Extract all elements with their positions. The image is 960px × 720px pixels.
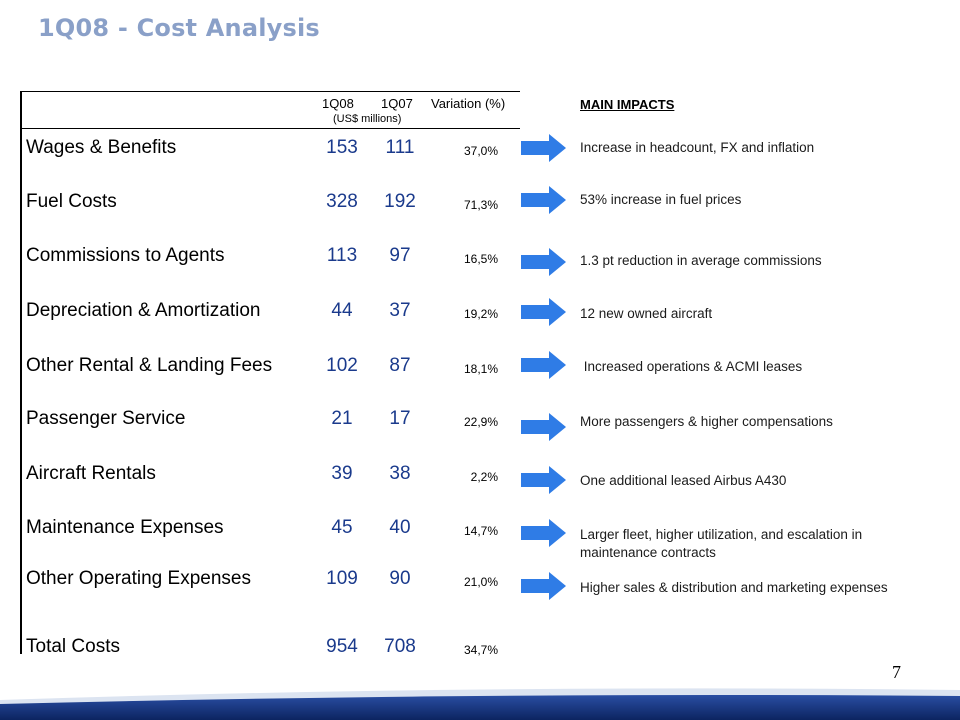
value-1q07: 17 [389, 408, 411, 429]
value-variation: 37,0% [463, 144, 498, 158]
value-1q07: 90 [389, 568, 411, 589]
table-top-border [20, 91, 520, 92]
row-label: Passenger Service [26, 408, 186, 429]
row-label: Fuel Costs [26, 191, 117, 212]
impact-text: 53% increase in fuel prices [580, 192, 742, 207]
value-1q07: 87 [389, 355, 411, 376]
column-header-1q07: 1Q07 [381, 96, 413, 111]
arrow-right-icon [521, 298, 566, 326]
value-1q08: 153 [326, 137, 358, 158]
impact-text: Higher sales & distribution and marketin… [580, 580, 888, 595]
total-variation: 34,7% [463, 643, 498, 657]
row-label: Other Operating Expenses [26, 568, 251, 589]
arrow-right-icon [521, 351, 566, 379]
table-left-border [20, 91, 22, 654]
arrow-right-icon [521, 519, 566, 547]
row-label: Other Rental & Landing Fees [26, 355, 273, 376]
value-1q07: 97 [389, 245, 411, 266]
impact-text: Increased operations & ACMI leases [580, 359, 803, 374]
value-1q08: 113 [326, 245, 358, 266]
row-label: Aircraft Rentals [26, 463, 156, 484]
arrow-right-icon [521, 413, 566, 441]
impact-text: Increase in headcount, FX and inflation [580, 140, 815, 155]
impact-text: One additional leased Airbus A430 [580, 473, 787, 488]
value-variation: 22,9% [463, 415, 498, 429]
footer-band [0, 688, 960, 720]
arrow-right-icon [521, 572, 566, 600]
units-label: (US$ millions) [333, 113, 402, 125]
value-1q08: 328 [326, 191, 358, 212]
value-variation: 19,2% [463, 307, 498, 321]
value-1q08: 44 [331, 300, 353, 321]
impact-text: 12 new owned aircraft [580, 306, 713, 321]
value-variation: 14,7% [463, 524, 498, 538]
arrow-right-icon [521, 134, 566, 162]
value-1q08: 21 [331, 408, 353, 429]
value-variation: 71,3% [463, 198, 498, 212]
value-1q08: 39 [331, 463, 353, 484]
total-label: Total Costs [26, 636, 120, 657]
arrow-right-icon [521, 186, 566, 214]
value-variation: 2,2% [470, 470, 498, 484]
total-1q08: 954 [326, 636, 358, 657]
value-variation: 18,1% [463, 362, 498, 376]
value-variation: 16,5% [463, 252, 498, 266]
value-1q07: 111 [385, 137, 415, 158]
value-1q07: 40 [389, 517, 411, 538]
page-title: 1Q08 - Cost Analysis [38, 14, 320, 42]
total-1q07: 708 [384, 636, 416, 657]
impact-text: 1.3 pt reduction in average commissions [580, 253, 822, 268]
column-header-variation: Variation (%) [431, 96, 506, 111]
main-impacts-heading: MAIN IMPACTS [580, 97, 675, 112]
impact-text: More passengers & higher compensations [580, 414, 833, 429]
row-label: Commissions to Agents [26, 245, 225, 266]
value-1q08: 109 [326, 568, 358, 589]
value-1q07: 38 [389, 463, 411, 484]
row-label: Wages & Benefits [26, 137, 177, 158]
row-label: Depreciation & Amortization [26, 300, 261, 321]
arrow-right-icon [521, 466, 566, 494]
row-label: Maintenance Expenses [26, 517, 224, 538]
value-variation: 21,0% [463, 575, 498, 589]
value-1q08: 45 [331, 517, 353, 538]
value-1q07: 37 [389, 300, 411, 321]
value-1q07: 192 [384, 191, 416, 212]
value-1q08: 102 [326, 355, 358, 376]
impact-text: Larger fleet, higher utilization, and es… [580, 527, 863, 560]
column-header-1q08: 1Q08 [322, 96, 354, 111]
page-number: 7 [892, 662, 901, 682]
arrow-right-icon [521, 248, 566, 276]
table-header-divider [20, 128, 520, 129]
